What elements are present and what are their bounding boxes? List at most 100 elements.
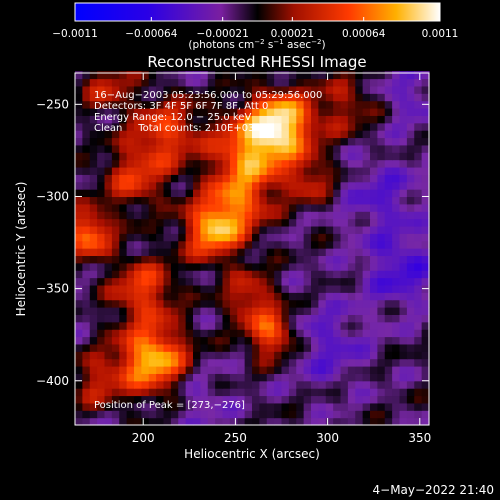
heatmap-cell: [126, 71, 135, 80]
heatmap-cell: [222, 417, 231, 426]
heatmap-cell: [75, 343, 83, 352]
heatmap-cell: [288, 336, 297, 345]
heatmap-cell: [200, 343, 209, 352]
heatmap-cell: [252, 351, 260, 360]
heatmap-cell: [311, 100, 319, 109]
heatmap-cell: [362, 122, 371, 131]
heatmap-cell: [325, 402, 334, 411]
heatmap-cell: [377, 115, 386, 124]
heatmap-cell: [148, 417, 157, 426]
heatmap-cell: [156, 299, 165, 308]
heatmap-cell: [111, 122, 120, 131]
heatmap-cell: [207, 130, 216, 139]
heatmap-cell: [392, 292, 401, 301]
heatmap-cell: [215, 292, 224, 301]
heatmap-cell: [75, 277, 83, 286]
heatmap-cell: [207, 174, 216, 183]
heatmap-cell: [325, 71, 334, 80]
heatmap-cell: [119, 255, 128, 264]
heatmap-cell: [266, 166, 275, 175]
heatmap-cell: [82, 388, 91, 397]
heatmap-cell: [215, 122, 224, 131]
heatmap-cell: [97, 152, 106, 161]
heatmap-cell: [89, 144, 98, 153]
heatmap-cell: [207, 108, 216, 116]
heatmap-cell: [347, 262, 356, 271]
heatmap-cell: [82, 240, 91, 249]
heatmap-cell: [119, 336, 128, 345]
heatmap-cell: [414, 410, 423, 419]
heatmap-cell: [148, 203, 157, 212]
heatmap-cell: [311, 366, 319, 374]
heatmap-cell: [392, 299, 401, 308]
heatmap-cell: [303, 329, 312, 338]
heatmap-cell: [303, 358, 312, 367]
heatmap-cell: [229, 270, 238, 279]
heatmap-cell: [75, 115, 83, 124]
heatmap-cell: [362, 93, 371, 102]
heatmap-cell: [392, 115, 401, 124]
heatmap-cell: [229, 108, 238, 116]
heatmap-cell: [215, 93, 224, 102]
heatmap-cell: [200, 159, 209, 168]
heatmap-cell: [362, 225, 371, 234]
heatmap-cell: [104, 248, 113, 257]
heatmap-cell: [311, 417, 319, 426]
heatmap-cell: [178, 130, 187, 139]
heatmap-cell: [156, 181, 165, 190]
heatmap-cell: [229, 218, 238, 227]
heatmap-cell: [163, 240, 172, 249]
heatmap-cell: [347, 366, 356, 374]
heatmap-cell: [252, 321, 260, 330]
heatmap-cell: [111, 343, 120, 352]
colorbar-unit-label: (photons cm−2 s−1 asec−2): [188, 38, 325, 51]
heatmap-cell: [333, 71, 342, 80]
heatmap-cell: [421, 270, 430, 279]
heatmap-cell: [318, 373, 327, 382]
heatmap-cell: [178, 329, 187, 338]
heatmap-cell: [303, 166, 312, 175]
heatmap-cell: [134, 395, 142, 404]
heatmap-cell: [148, 321, 157, 330]
heatmap-cell: [421, 299, 430, 308]
heatmap-cell: [266, 417, 275, 426]
heatmap-cell: [259, 343, 268, 352]
heatmap-cell: [333, 240, 342, 249]
heatmap-cell: [244, 255, 253, 264]
heatmap-cell: [111, 351, 120, 360]
heatmap-cell: [340, 255, 349, 264]
heatmap-cell: [333, 159, 342, 168]
heatmap-cell: [340, 329, 349, 338]
heatmap-cell: [104, 299, 113, 308]
heatmap-cell: [274, 174, 283, 183]
heatmap-cell: [237, 388, 246, 397]
heatmap-cell: [141, 240, 150, 249]
heatmap-cell: [362, 71, 371, 80]
heatmap-cell: [200, 402, 209, 411]
heatmap-cell: [244, 108, 253, 116]
heatmap-cell: [178, 78, 187, 87]
heatmap-cell: [229, 189, 238, 198]
heatmap-cell: [259, 152, 268, 161]
heatmap-cell: [318, 108, 327, 116]
heatmap-cell: [148, 189, 157, 198]
heatmap-cell: [421, 211, 430, 220]
heatmap-cell: [399, 93, 408, 102]
heatmap-cell: [89, 270, 98, 279]
heatmap-cell: [134, 115, 142, 124]
heatmap-cell: [229, 395, 238, 404]
heatmap-cell: [178, 225, 187, 234]
heatmap-cell: [193, 307, 201, 315]
heatmap-cell: [325, 85, 334, 94]
heatmap-cell: [148, 93, 157, 102]
heatmap-cell: [333, 78, 342, 87]
heatmap-cell: [200, 366, 209, 374]
heatmap-cell: [82, 402, 91, 411]
heatmap-cell: [252, 402, 260, 411]
heatmap-cell: [274, 85, 283, 94]
heatmap-cell: [237, 380, 246, 389]
heatmap-cell: [200, 395, 209, 404]
heatmap-cell: [244, 299, 253, 308]
heatmap-cell: [222, 388, 231, 397]
heatmap-cell: [119, 284, 128, 293]
